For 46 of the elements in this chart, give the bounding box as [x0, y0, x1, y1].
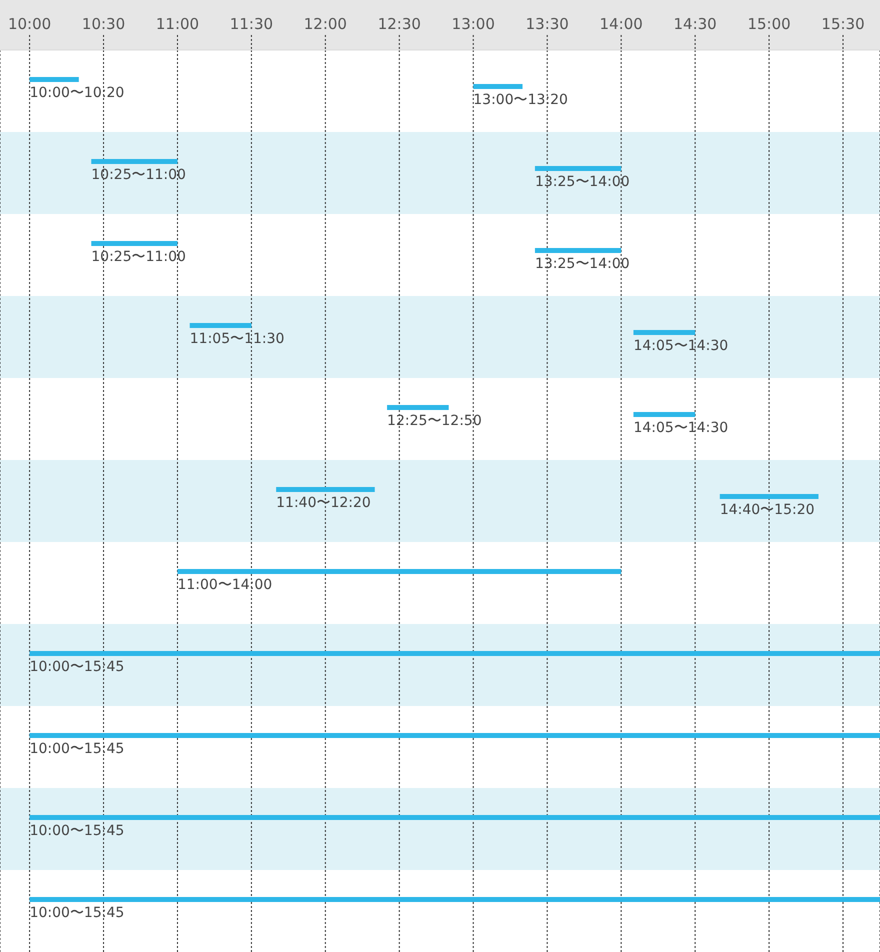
- x-tick-label: 15:00: [747, 15, 791, 33]
- data-label: 13:00〜13:20: [473, 92, 568, 108]
- data-label: 13:25〜14:00: [534, 174, 630, 190]
- x-tick-label: 11:30: [230, 15, 274, 33]
- data-label: 10:25〜11:00: [91, 167, 186, 183]
- x-tick-label: 10:30: [82, 15, 126, 33]
- bar: [276, 487, 375, 492]
- bar: [633, 412, 696, 417]
- bar: [30, 733, 880, 738]
- x-tick-label: 13:00: [452, 15, 495, 33]
- x-tick-label: 14:00: [600, 15, 643, 33]
- x-tick-label: 12:30: [378, 15, 421, 33]
- data-label: 14:05〜14:30: [633, 338, 728, 354]
- x-tick-label: 12:00: [304, 15, 347, 33]
- bar: [534, 166, 622, 171]
- data-label: 10:00〜15:45: [30, 659, 124, 675]
- data-label: 10:25〜11:00: [91, 249, 186, 265]
- bar: [387, 405, 449, 410]
- x-tick-label: 13:30: [526, 15, 569, 33]
- bar: [30, 815, 880, 820]
- data-label: 13:25〜14:00: [534, 256, 630, 272]
- x-tick-label: 10:00: [8, 15, 52, 33]
- data-label: 11:00〜14:00: [177, 577, 272, 593]
- bar: [633, 330, 696, 335]
- x-tick-label: 11:00: [156, 15, 200, 33]
- data-label: 14:05〜14:30: [633, 420, 728, 436]
- data-label: 12:25〜12:50: [387, 413, 482, 429]
- bar: [30, 897, 880, 902]
- bar: [720, 494, 818, 499]
- x-tick-label: 14:30: [674, 15, 717, 33]
- data-label: 10:00〜15:45: [30, 905, 124, 921]
- data-label: 10:00〜10:20: [30, 85, 124, 101]
- data-label: 11:40〜12:20: [276, 495, 371, 511]
- data-label: 14:40〜15:20: [720, 502, 815, 518]
- data-label: 10:00〜15:45: [30, 741, 124, 757]
- bar: [190, 323, 252, 328]
- data-label: 10:00〜15:45: [30, 823, 124, 839]
- x-tick-label: 15:30: [821, 15, 865, 33]
- bar: [91, 241, 178, 246]
- data-label: 11:05〜11:30: [190, 331, 284, 347]
- bar: [30, 77, 79, 82]
- bar: [534, 248, 622, 253]
- bar: [30, 651, 880, 656]
- bar: [473, 84, 523, 89]
- bar: [177, 569, 622, 574]
- bar: [91, 159, 178, 164]
